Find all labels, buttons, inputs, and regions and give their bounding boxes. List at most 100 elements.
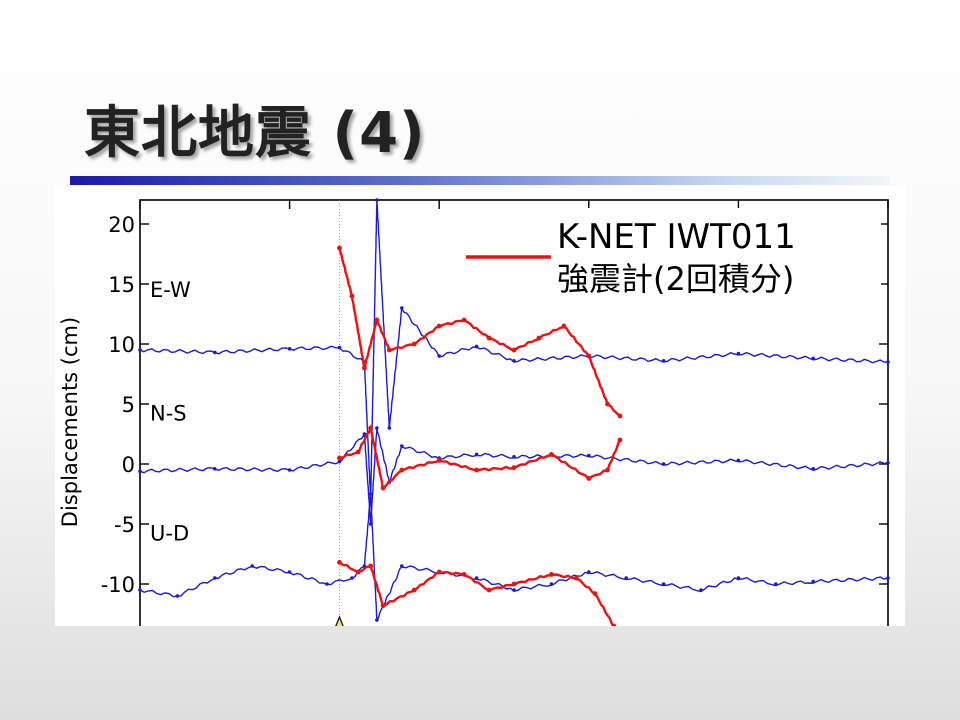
- point-u-d-blue: [774, 582, 778, 586]
- point-n-s-blue: [400, 444, 404, 448]
- point-e-w-red: [461, 317, 467, 323]
- point-e-w-blue: [736, 351, 741, 356]
- legend-station: K-NET IWT011: [557, 217, 796, 257]
- point-e-w-blue: [437, 354, 442, 358]
- point-u-d-red: [573, 575, 579, 581]
- chart-series: [138, 198, 890, 626]
- point-n-s-red: [549, 452, 554, 457]
- component-label-e-w: E-W: [150, 278, 191, 302]
- y-tick-label: 0: [122, 453, 135, 477]
- point-u-d-red: [511, 581, 517, 587]
- event-star-marker: [335, 615, 344, 626]
- point-n-s-blue: [337, 459, 342, 464]
- chart-panel: 20151050-5-10-159:229:249:269:289:309:3D…: [55, 186, 905, 626]
- page-title: 東北地震 (4): [84, 101, 426, 166]
- point-u-d-blue: [661, 582, 666, 586]
- point-n-s-red: [474, 467, 479, 473]
- point-n-s-blue: [587, 453, 591, 458]
- point-e-w-blue: [213, 350, 217, 355]
- point-n-s-blue: [287, 468, 292, 472]
- point-u-d-blue: [549, 582, 554, 586]
- point-e-w-red: [605, 401, 610, 407]
- point-e-w-red: [374, 317, 380, 323]
- point-e-w-blue: [400, 306, 404, 310]
- component-label-n-s: N-S: [150, 402, 187, 426]
- y-tick-label: 20: [108, 213, 135, 237]
- point-e-w-red: [386, 347, 392, 353]
- point-e-w-red: [586, 353, 592, 359]
- point-e-w-red: [536, 335, 542, 341]
- y-tick-label: -5: [114, 513, 135, 537]
- point-n-s-red: [355, 449, 361, 455]
- y-tick-label: -10: [101, 573, 135, 597]
- point-e-w-blue: [811, 356, 815, 361]
- point-u-d-blue: [375, 618, 379, 622]
- y-tick-label: 15: [108, 273, 135, 297]
- plot-frame: [139, 199, 889, 626]
- point-n-s-red: [380, 485, 386, 491]
- point-n-s-red: [511, 465, 517, 470]
- point-u-d-red: [355, 569, 361, 575]
- point-n-s-red: [617, 437, 623, 443]
- point-e-w-red: [411, 341, 417, 347]
- point-u-d-blue: [811, 579, 815, 584]
- point-e-w-red: [511, 347, 517, 353]
- point-n-s-blue: [736, 458, 741, 463]
- point-e-w-blue: [375, 198, 379, 202]
- point-e-w-blue: [138, 348, 142, 352]
- displacement-chart: 20151050-5-10-159:229:249:269:289:309:3D…: [58, 198, 890, 626]
- point-e-w-red: [436, 323, 442, 329]
- point-n-s-blue: [512, 455, 516, 459]
- point-n-s-blue: [362, 432, 367, 436]
- point-e-w-blue: [886, 360, 890, 364]
- point-u-d-red: [380, 603, 386, 608]
- point-u-d-red: [461, 572, 467, 577]
- point-u-d-blue: [368, 492, 373, 496]
- point-n-s-blue: [661, 462, 666, 466]
- point-e-w-blue: [287, 347, 292, 351]
- point-u-d-blue: [213, 576, 217, 580]
- point-u-d-blue: [587, 570, 591, 574]
- point-e-w-red: [337, 245, 342, 251]
- legend-background: [551, 208, 881, 296]
- series-n-s-blue: [139, 428, 889, 525]
- point-e-w-blue: [474, 344, 479, 349]
- point-u-d-red: [436, 569, 442, 575]
- point-u-d-blue: [350, 576, 354, 580]
- point-e-w-red: [362, 365, 367, 371]
- point-u-d-blue: [624, 576, 628, 580]
- chart-labels: 20151050-5-10-159:229:249:269:289:309:3D…: [58, 213, 191, 597]
- point-u-d-blue: [287, 570, 292, 574]
- point-e-w-red: [349, 293, 355, 299]
- point-n-s-red: [368, 425, 374, 431]
- point-e-w-blue: [387, 426, 392, 430]
- point-n-s-red: [399, 467, 405, 473]
- y-tick-label: 10: [108, 333, 135, 357]
- point-u-d-blue: [699, 588, 703, 592]
- point-n-s-blue: [138, 469, 142, 474]
- title-underline: [70, 176, 890, 185]
- point-n-s-red: [436, 458, 442, 463]
- point-u-d-red: [411, 587, 417, 593]
- series-u-d-red: [338, 561, 615, 626]
- y-axis-label: Displacements (cm): [58, 317, 82, 527]
- y-tick-label: 5: [122, 393, 135, 417]
- point-n-s-red: [605, 467, 610, 473]
- series-u-d-blue: [139, 494, 889, 622]
- legend-description: 強震計(2回積分): [557, 260, 794, 298]
- point-u-d-blue: [512, 588, 516, 592]
- component-label-u-d: U-D: [150, 522, 189, 546]
- chart-axes: [139, 199, 889, 626]
- point-n-s-blue: [811, 467, 815, 471]
- series-e-w-red: [338, 247, 621, 417]
- point-u-d-blue: [325, 582, 329, 586]
- point-u-d-blue: [138, 588, 142, 592]
- point-u-d-blue: [886, 576, 890, 580]
- series-n-s-red: [339, 424, 622, 491]
- point-u-d-red: [486, 587, 492, 593]
- point-e-w-blue: [512, 359, 516, 363]
- point-u-d-blue: [736, 576, 741, 580]
- point-n-s-blue: [474, 452, 479, 457]
- point-n-s-red: [586, 476, 592, 481]
